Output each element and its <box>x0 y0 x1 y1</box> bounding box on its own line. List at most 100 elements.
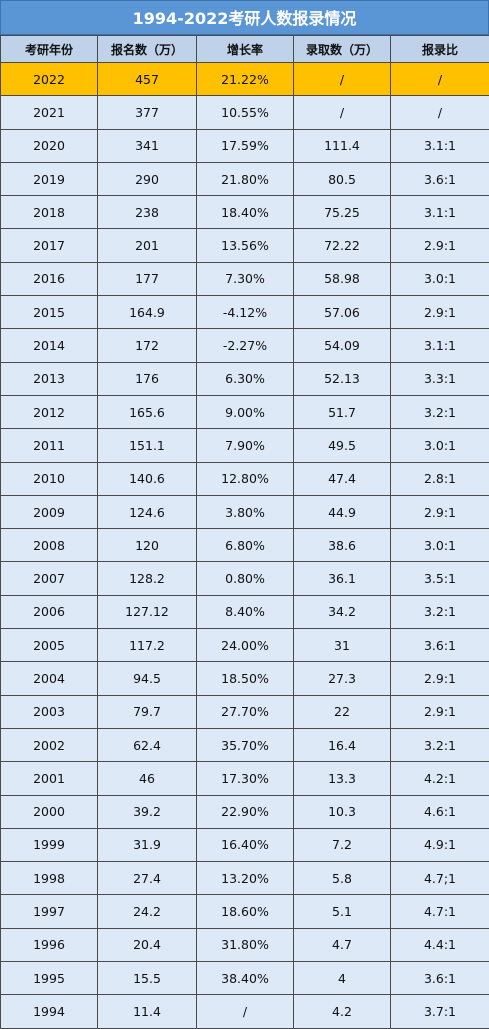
cell-admitted: 5.1 <box>293 894 391 929</box>
table-row: 2000 39.2 22.90% 10.3 4.6:1 <box>0 794 489 829</box>
cell-ratio: 3.1:1 <box>390 328 489 363</box>
cell-growth-rate: 10.55% <box>196 95 294 130</box>
cell-growth-rate: 16.40% <box>196 827 294 863</box>
cell-ratio: 3.0:1 <box>390 261 489 297</box>
cell-applicants: 128.2 <box>97 561 197 596</box>
cell-admitted: 38.6 <box>293 528 391 563</box>
cell-applicants: 46 <box>97 761 197 796</box>
cell-year: 2008 <box>0 528 98 563</box>
table-row: 1999 31.9 16.40% 7.2 4.9:1 <box>0 827 489 863</box>
cell-applicants: 290 <box>97 161 197 197</box>
table-row: 2010 140.6 12.80% 47.4 2.8:1 <box>0 461 489 496</box>
cell-growth-rate: 13.56% <box>196 228 294 263</box>
cell-year: 2022 <box>0 61 98 97</box>
cell-admitted: 31 <box>293 628 391 663</box>
cell-growth-rate: 7.90% <box>196 428 294 463</box>
header-row: 考研年份 报名数（万） 增长率 录取数（万） 报录比 <box>0 35 489 63</box>
cell-admitted: 51.7 <box>293 394 391 430</box>
cell-growth-rate: 17.59% <box>196 128 294 163</box>
cell-admitted: 16.4 <box>293 727 391 763</box>
cell-applicants: 79.7 <box>97 694 197 729</box>
cell-year: 2003 <box>0 694 98 729</box>
cell-growth-rate: 31.80% <box>196 927 294 963</box>
cell-growth-rate: 9.00% <box>196 394 294 430</box>
cell-growth-rate: 22.90% <box>196 794 294 829</box>
cell-ratio: 3.6:1 <box>390 961 489 996</box>
cell-applicants: 24.2 <box>97 894 197 929</box>
cell-applicants: 39.2 <box>97 794 197 829</box>
table-row: 2003 79.7 27.70% 22 2.9:1 <box>0 694 489 729</box>
cell-applicants: 117.2 <box>97 628 197 663</box>
cell-applicants: 120 <box>97 528 197 563</box>
cell-admitted: 34.2 <box>293 594 391 630</box>
cell-ratio: 3.3:1 <box>390 361 489 396</box>
cell-applicants: 94.5 <box>97 661 197 696</box>
cell-admitted: 13.3 <box>293 761 391 796</box>
cell-admitted: / <box>293 95 391 130</box>
table-body: 2022 457 21.22% //2021 377 10.55% //2020 341 17.… <box>0 61 489 1029</box>
header-growth-rate: 增长率 <box>196 35 294 63</box>
table-row: 2012 165.6 9.00% 51.7 3.2:1 <box>0 394 489 430</box>
cell-applicants: 341 <box>97 128 197 163</box>
cell-growth-rate: 27.70% <box>196 694 294 729</box>
cell-year: 2004 <box>0 661 98 696</box>
cell-applicants: 62.4 <box>97 727 197 763</box>
cell-year: 2001 <box>0 761 98 796</box>
table-row: 2020 341 17.59% 111.4 3.1:1 <box>0 128 489 163</box>
cell-year: 2002 <box>0 727 98 763</box>
cell-year: 2017 <box>0 228 98 263</box>
header-applicants: 报名数（万） <box>97 35 197 63</box>
cell-ratio: / <box>390 61 489 97</box>
cell-ratio: 2.9:1 <box>390 694 489 729</box>
cell-year: 1995 <box>0 961 98 996</box>
cell-applicants: 377 <box>97 95 197 130</box>
cell-applicants: 20.4 <box>97 927 197 963</box>
cell-year: 2009 <box>0 494 98 530</box>
cell-admitted: 7.2 <box>293 827 391 863</box>
cell-admitted: 111.4 <box>293 128 391 163</box>
cell-year: 2016 <box>0 261 98 297</box>
cell-ratio: 2.9:1 <box>390 661 489 696</box>
cell-ratio: 3.2:1 <box>390 594 489 630</box>
cell-year: 2000 <box>0 794 98 829</box>
header-admitted: 录取数（万） <box>293 35 391 63</box>
cell-growth-rate: 18.60% <box>196 894 294 929</box>
table-title: 1994-2022考研人数报录情况 <box>0 0 489 35</box>
cell-applicants: 165.6 <box>97 394 197 430</box>
cell-ratio: 2.9:1 <box>390 494 489 530</box>
cell-year: 2007 <box>0 561 98 596</box>
cell-ratio: 3.6:1 <box>390 628 489 663</box>
cell-year: 2018 <box>0 195 98 230</box>
cell-admitted: 4.2 <box>293 994 391 1029</box>
cell-applicants: 176 <box>97 361 197 396</box>
cell-admitted: 47.4 <box>293 461 391 496</box>
cell-applicants: 140.6 <box>97 461 197 496</box>
cell-admitted: 10.3 <box>293 794 391 829</box>
cell-ratio: 4.9:1 <box>390 827 489 863</box>
cell-year: 2005 <box>0 628 98 663</box>
cell-growth-rate: 21.80% <box>196 161 294 197</box>
cell-admitted: 4 <box>293 961 391 996</box>
cell-applicants: 124.6 <box>97 494 197 530</box>
cell-applicants: 31.9 <box>97 827 197 863</box>
cell-admitted: 75.25 <box>293 195 391 230</box>
cell-year: 2013 <box>0 361 98 396</box>
table-row: 1995 15.5 38.40% 4 3.6:1 <box>0 961 489 996</box>
header-ratio: 报录比 <box>390 35 489 63</box>
table-row: 2009 124.6 3.80% 44.9 2.9:1 <box>0 494 489 530</box>
cell-admitted: 44.9 <box>293 494 391 530</box>
cell-growth-rate: 38.40% <box>196 961 294 996</box>
cell-ratio: 4.6:1 <box>390 794 489 829</box>
cell-year: 1996 <box>0 927 98 963</box>
cell-ratio: 3.5:1 <box>390 561 489 596</box>
cell-ratio: 2.9:1 <box>390 228 489 263</box>
cell-applicants: 11.4 <box>97 994 197 1029</box>
cell-year: 1997 <box>0 894 98 929</box>
table-row: 2005 117.2 24.00% 31 3.6:1 <box>0 628 489 663</box>
cell-growth-rate: 21.22% <box>196 61 294 97</box>
table-row: 2015 164.9 -4.12% 57.06 2.9:1 <box>0 295 489 330</box>
cell-admitted: 36.1 <box>293 561 391 596</box>
cell-growth-rate: 6.30% <box>196 361 294 396</box>
cell-growth-rate: 18.50% <box>196 661 294 696</box>
